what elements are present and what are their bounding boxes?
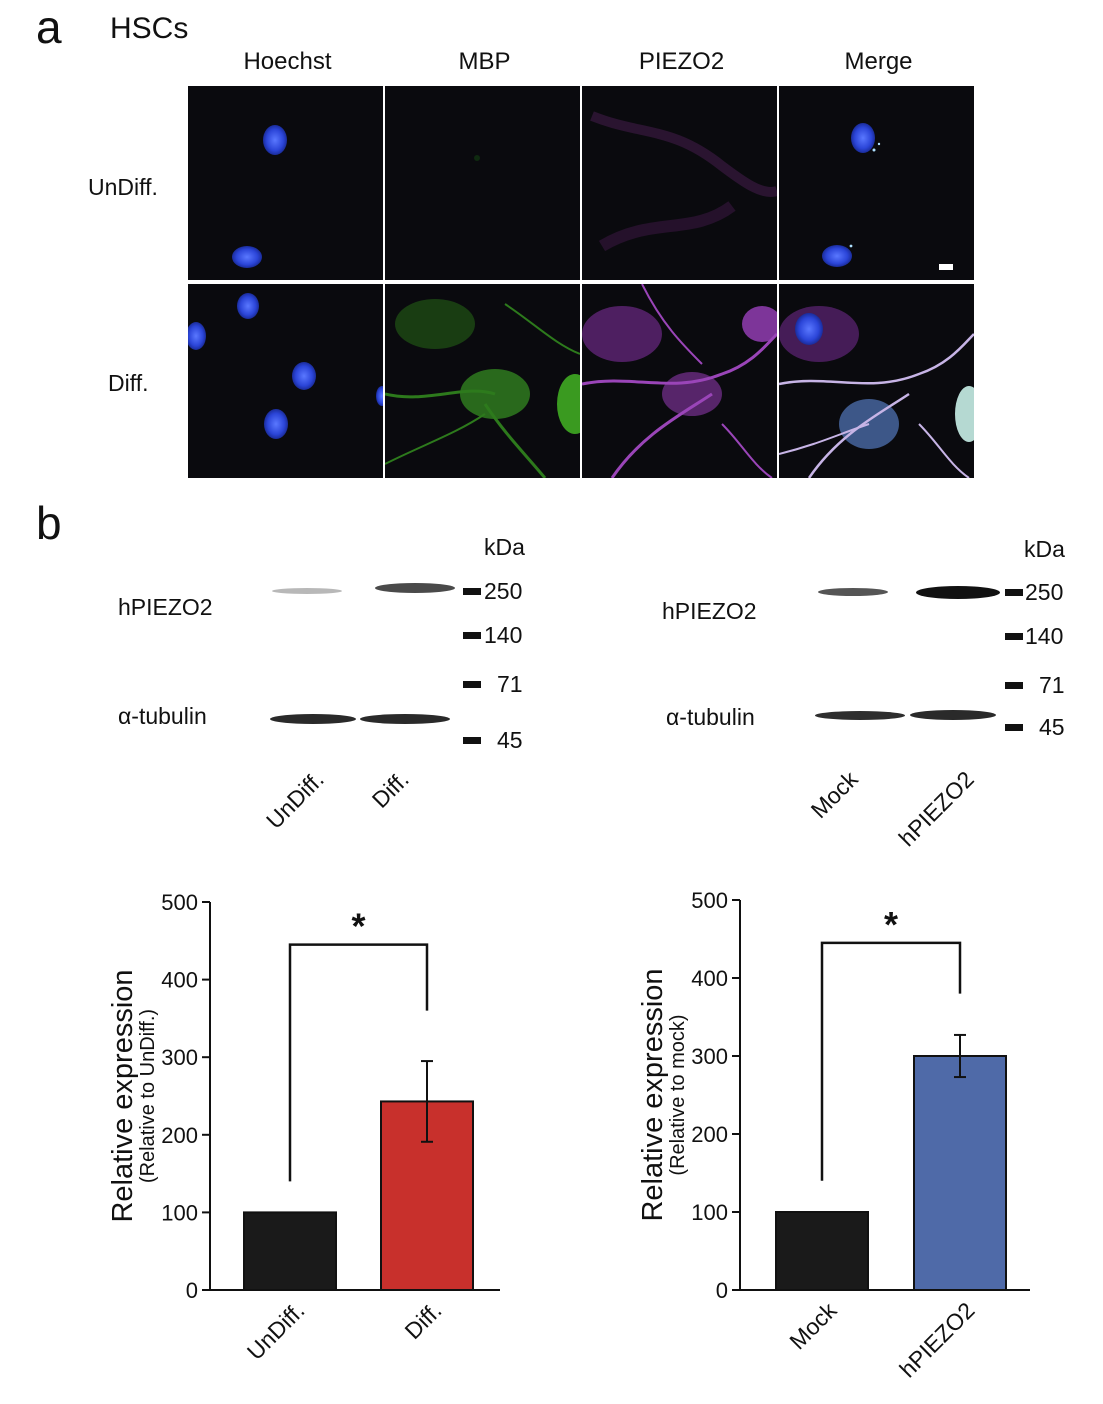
blot-1-marker-label-71: 71 [497, 671, 523, 697]
blot-2-marker-label-71: 71 [1039, 672, 1065, 698]
blot-2-marker-45 [1005, 724, 1023, 731]
blot-2-marker-250 [1005, 589, 1023, 596]
y-tick-label: 0 [186, 1278, 198, 1303]
panel-a-title: HSCs [110, 12, 189, 45]
blot-1-control-label: α-tubulin [118, 703, 207, 729]
blot-1-marker-label-140: 140 [484, 622, 523, 648]
micrograph-diff-merge [779, 284, 974, 478]
row-header-undiff: UnDiff. [88, 174, 158, 200]
blot-1-band-undiff-piezo2 [272, 588, 342, 594]
blot-2-marker-label-45: 45 [1039, 714, 1065, 740]
blot-1-marker-140 [463, 632, 481, 639]
y-tick-label: 100 [161, 1200, 198, 1225]
blot-2-lane-label-hpiezo2: hPIEZO2 [893, 765, 979, 852]
blot-1-marker-250 [463, 588, 481, 595]
bar-chart-undiff-vs-diff: 0 100 200 300 400 500 Relative expression (Rela… [60, 870, 540, 1390]
blot-2-marker-label-140: 140 [1025, 623, 1064, 649]
blot-2-target-label: hPIEZO2 [662, 598, 757, 624]
blot-1-marker-label-45: 45 [497, 727, 523, 753]
blot-2-band-hpiezo2-tubulin [910, 710, 996, 720]
blot-2-band-hpiezo2-piezo2 [916, 586, 1000, 599]
significance-bracket [288, 943, 429, 1182]
panel-a-letter: a [36, 1, 62, 53]
blot-1-target-label: hPIEZO2 [118, 594, 213, 620]
y-axis-sublabel: (Relative to mock) [667, 1014, 689, 1175]
blot-2-band-mock-piezo2 [818, 588, 888, 596]
blot-2-marker-label-250: 250 [1025, 579, 1064, 605]
micrograph-diff-piezo2 [582, 284, 777, 478]
significance-bracket [820, 941, 962, 1181]
column-header-mbp: MBP [458, 48, 511, 75]
blot-1-marker-label-250: 250 [484, 578, 523, 604]
y-tick-label: 200 [161, 1123, 198, 1148]
x-tick-label: Diff. [400, 1297, 447, 1344]
blot-1-lane-label-undiff: UnDiff. [261, 765, 329, 834]
blot-2-marker-71 [1005, 682, 1023, 689]
significance-star: * [351, 906, 365, 947]
micrograph-undiff-piezo2 [582, 86, 777, 280]
y-tick-label: 500 [161, 890, 198, 915]
x-tick-label: hPIEZO2 [894, 1297, 979, 1382]
y-tick-label: 100 [691, 1200, 728, 1225]
blot-1-marker-45 [463, 737, 481, 744]
x-tick-label: Mock [784, 1297, 842, 1355]
y-tick-label: 300 [161, 1045, 198, 1070]
y-axis-label: Relative expression [637, 968, 669, 1221]
blot-1-lane-label-diff: Diff. [366, 765, 414, 813]
y-tick-label: 0 [716, 1278, 728, 1303]
blot-2-kda-label: kDa [1024, 536, 1065, 562]
x-tick-label: UnDiff. [242, 1297, 310, 1365]
column-header-hoechst: Hoechst [243, 48, 332, 75]
column-header-merge: Merge [844, 48, 913, 75]
micrograph-diff-hoechst [188, 284, 383, 478]
bar-hpiezo2 [913, 1055, 1007, 1291]
row-header-diff: Diff. [108, 370, 149, 396]
blot-2-lane-label-mock: Mock [805, 765, 863, 824]
blot-2-marker-140 [1005, 633, 1023, 640]
scale-bar [939, 264, 953, 270]
y-axis-sublabel: (Relative to UnDiff.) [137, 1009, 159, 1183]
blot-1-kda-label: kDa [484, 534, 525, 560]
blot-2-control-label: α-tubulin [666, 704, 755, 730]
bar-undiff [243, 1211, 337, 1291]
y-tick-label: 300 [691, 1044, 728, 1069]
y-tick-label: 400 [691, 966, 728, 991]
y-axis-label: Relative expression [107, 969, 139, 1222]
y-tick-label: 500 [691, 888, 728, 913]
blot-1-band-undiff-tubulin [270, 714, 356, 724]
micrograph-undiff-hoechst [188, 86, 383, 280]
column-header-piezo2: PIEZO2 [638, 48, 725, 75]
y-tick-label: 400 [161, 968, 198, 993]
blot-1-marker-71 [463, 681, 481, 688]
blot-1-band-diff-piezo2 [375, 583, 455, 593]
micrograph-diff-mbp [385, 284, 580, 478]
bar-chart-mock-vs-hpiezo2: 0 100 200 300 400 500 Relative expression (Rela… [590, 870, 1070, 1390]
blot-2-band-mock-tubulin [815, 711, 905, 720]
micrograph-undiff-merge [779, 86, 974, 280]
panel-b-letter: b [36, 497, 62, 549]
significance-star: * [884, 904, 898, 945]
micrograph-undiff-mbp [385, 86, 580, 280]
blot-1-band-diff-tubulin [360, 714, 450, 724]
y-tick-label: 200 [691, 1122, 728, 1147]
bar-mock [775, 1211, 869, 1291]
